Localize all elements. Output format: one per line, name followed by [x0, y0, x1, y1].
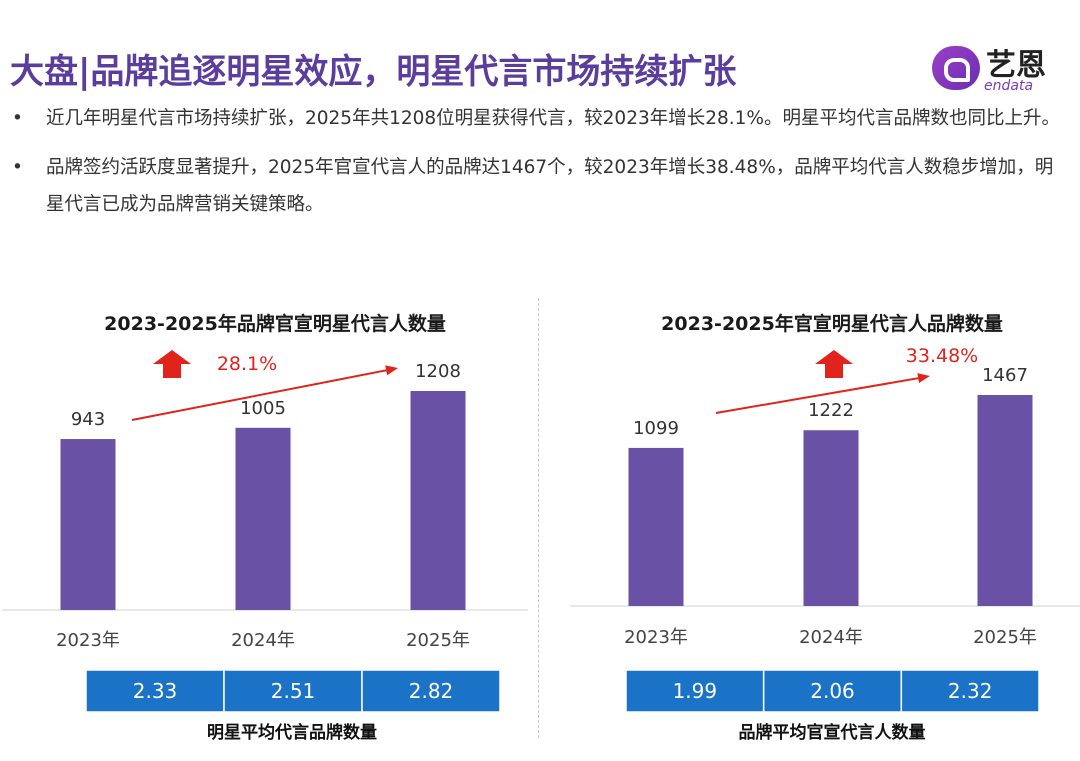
- x-tick-label: 2025年: [406, 630, 470, 651]
- bullet-item: 品牌签约活跃度显著提升，2025年官宣代言人的品牌达1467个，较2023年增长…: [12, 149, 1062, 223]
- chart-title: 2023-2025年品牌官宣明星代言人数量: [104, 312, 446, 335]
- x-tick-label: 2023年: [56, 630, 120, 651]
- endata-logo-icon: [932, 46, 980, 90]
- table-cell-value: 2.82: [409, 679, 454, 703]
- page-title: 大盘|品牌追逐明星效应，明星代言市场持续扩张: [10, 52, 737, 92]
- brand-logo: 艺恩 endata: [932, 40, 1072, 96]
- table-cell: [223, 669, 363, 713]
- growth-percentage-label: 33.48%: [906, 345, 978, 367]
- x-tick-label: 2025年: [973, 627, 1037, 648]
- table-cell-value: 1.99: [673, 679, 718, 703]
- bullet-item: 近几年明星代言市场持续扩张，2025年共1208位明星获得代言，较2023年增长…: [12, 100, 1062, 137]
- chart-title: 2023-2025年官宣明星代言人品牌数量: [661, 312, 1003, 335]
- table-cell: [900, 669, 1040, 713]
- bar: [235, 427, 291, 610]
- summary-bullets: 近几年明星代言市场持续扩张，2025年共1208位明星获得代言，较2023年增长…: [12, 100, 1062, 235]
- table-cell-value: 2.06: [810, 679, 855, 703]
- logo-chinese-text: 艺恩: [986, 48, 1046, 83]
- table-cell-value: 2.51: [271, 679, 316, 703]
- table-cell: [762, 669, 903, 713]
- table-cell: [625, 669, 765, 713]
- growth-arrowhead-icon: [917, 373, 930, 383]
- bar: [60, 439, 116, 610]
- x-tick-label: 2024年: [231, 630, 295, 651]
- bar-value-label: 1005: [240, 398, 286, 419]
- growth-trend-line: [131, 368, 393, 421]
- x-tick-label: 2024年: [799, 627, 863, 648]
- growth-arrowhead-icon: [385, 365, 398, 376]
- bar-value-label: 1208: [415, 361, 461, 382]
- bar-value-label: 1467: [982, 365, 1028, 386]
- bar: [803, 430, 859, 606]
- logo-english-text: endata: [984, 78, 1034, 94]
- growth-trend-line: [715, 376, 925, 414]
- table-cell-value: 2.32: [948, 679, 993, 703]
- chart-divider: [538, 298, 539, 738]
- bar-value-label: 1099: [633, 418, 679, 439]
- bar: [628, 447, 684, 606]
- table-footer-label: 品牌平均官宣代言人数量: [739, 722, 926, 743]
- growth-up-arrow-icon: [153, 350, 191, 378]
- table-cell: [85, 669, 225, 713]
- table-cell: [361, 669, 501, 713]
- x-tick-label: 2023年: [624, 627, 688, 648]
- growth-percentage-label: 28.1%: [217, 353, 277, 375]
- bar-value-label: 1222: [808, 400, 854, 421]
- growth-up-arrow-icon: [815, 350, 853, 378]
- bar: [410, 391, 466, 610]
- table-cell-value: 2.33: [133, 679, 178, 703]
- table-footer-label: 明星平均代言品牌数量: [207, 722, 377, 743]
- bar-value-label: 943: [71, 409, 105, 430]
- bar: [977, 395, 1033, 606]
